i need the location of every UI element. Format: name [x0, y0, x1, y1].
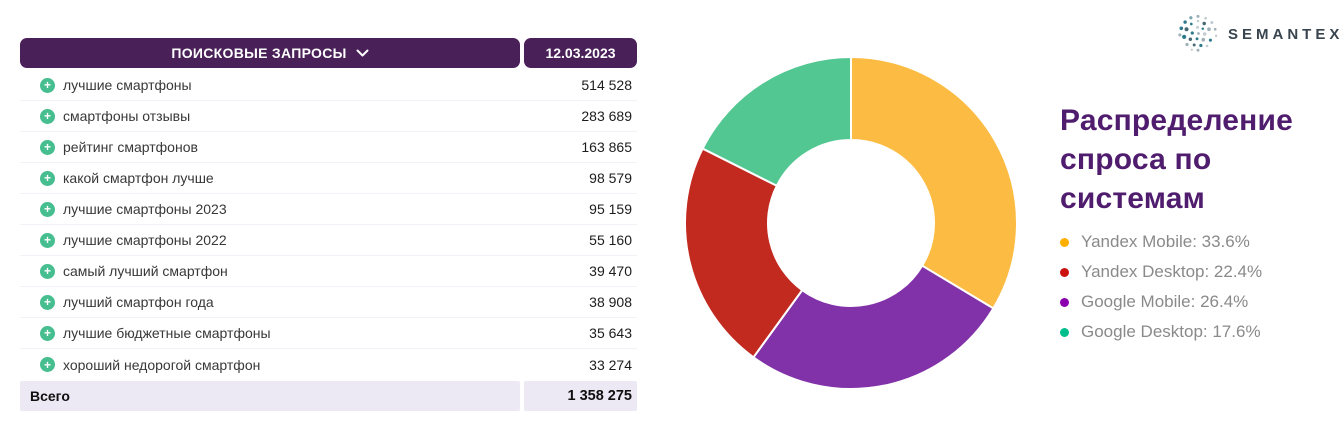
query-label: лучшие бюджетные смартфоны — [63, 325, 271, 341]
legend-label: Yandex Desktop: 22.4% — [1081, 262, 1263, 281]
query-label: лучшие смартфоны 2022 — [63, 232, 227, 248]
legend-dot-icon — [1060, 267, 1069, 277]
query-value: 163 865 — [581, 139, 632, 155]
donut-chart-area — [683, 55, 1019, 391]
query-value: 514 528 — [581, 77, 632, 93]
table-header-row: ПОИСКОВЫЕ ЗАПРОСЫ 12.03.2023 — [20, 38, 637, 68]
table-row: + хороший недорогой смартфон 33 274 — [20, 349, 637, 380]
query-label: лучший смартфон года — [63, 294, 214, 310]
donut-chart — [684, 56, 1018, 390]
table-row: + какой смартфон лучше 98 579 — [20, 163, 637, 194]
total-value: 1 358 275 — [524, 381, 637, 411]
total-label: Всего — [20, 381, 520, 411]
semantex-logo: SEMANTEX — [1177, 13, 1343, 55]
expand-plus-icon[interactable]: + — [40, 201, 55, 217]
date-column-header: 12.03.2023 — [524, 38, 637, 68]
query-value: 283 689 — [581, 108, 632, 124]
query-value: 98 579 — [589, 170, 632, 186]
queries-column-label: ПОИСКОВЫЕ ЗАПРОСЫ — [171, 45, 347, 61]
table-row: + лучшие смартфоны 514 528 — [20, 70, 637, 101]
date-label: 12.03.2023 — [545, 45, 616, 61]
expand-plus-icon[interactable]: + — [40, 294, 55, 310]
table-row: + лучшие смартфоны 2022 55 160 — [20, 225, 637, 256]
donut-slice-google-mobile — [752, 264, 995, 390]
chart-title: Распределение спроса по системам — [1060, 104, 1294, 215]
legend-item: Google Mobile: 26.4% — [1060, 287, 1322, 317]
expand-plus-icon[interactable]: + — [40, 108, 55, 124]
expand-plus-icon[interactable]: + — [40, 263, 55, 279]
table-rows: + лучшие смартфоны 514 528 + смартфоны отзыв… — [20, 70, 637, 380]
query-value: 39 470 — [589, 263, 632, 279]
table-row: + самый лучший смартфон 39 470 — [20, 256, 637, 287]
donut-slice-google-desktop — [701, 56, 852, 187]
legend-label: Google Desktop: 17.6% — [1081, 322, 1261, 341]
legend-dot-icon — [1060, 237, 1069, 247]
semantex-logo-icon — [1178, 14, 1218, 52]
legend-label: Google Mobile: 26.4% — [1081, 292, 1249, 311]
queries-column-header[interactable]: ПОИСКОВЫЕ ЗАПРОСЫ — [20, 38, 520, 68]
chart-info: Распределение спроса по системам Yandex … — [1060, 101, 1322, 347]
legend-item: Yandex Desktop: 22.4% — [1060, 257, 1322, 287]
table-row: + рейтинг смартфонов 163 865 — [20, 132, 637, 163]
query-label: хороший недорогой смартфон — [63, 356, 261, 373]
donut-slice-yandex-mobile — [850, 56, 1018, 310]
logo-text: SEMANTEX — [1228, 25, 1344, 43]
query-label: какой смартфон лучше — [63, 170, 214, 186]
query-label: рейтинг смартфонов — [63, 139, 198, 155]
query-value: 38 908 — [589, 294, 632, 310]
query-label: самый лучший смартфон — [63, 263, 228, 279]
expand-plus-icon[interactable]: + — [40, 170, 55, 186]
total-row: Всего 1 358 275 — [20, 381, 637, 411]
table-row: + смартфоны отзывы 283 689 — [20, 101, 637, 132]
query-value: 55 160 — [589, 232, 632, 248]
search-queries-table: ПОИСКОВЫЕ ЗАПРОСЫ 12.03.2023 + лучшие сма… — [20, 38, 637, 411]
chevron-down-icon — [356, 49, 369, 57]
query-label: лучшие смартфоны — [63, 77, 192, 93]
query-value: 35 643 — [589, 325, 632, 341]
legend-item: Yandex Mobile: 33.6% — [1060, 227, 1322, 257]
legend-dot-icon — [1060, 297, 1069, 307]
query-value: 33 274 — [589, 356, 632, 373]
query-label: смартфоны отзывы — [63, 108, 191, 124]
expand-plus-icon[interactable]: + — [40, 139, 55, 155]
query-value: 95 159 — [589, 201, 632, 217]
expand-plus-icon[interactable]: + — [40, 77, 55, 93]
table-row: + лучшие бюджетные смартфоны 35 643 — [20, 318, 637, 349]
legend-label: Yandex Mobile: 33.6% — [1081, 232, 1250, 251]
table-row: + лучший смартфон года 38 908 — [20, 287, 637, 318]
expand-plus-icon[interactable]: + — [40, 325, 55, 341]
legend-item: Google Desktop: 17.6% — [1060, 317, 1322, 347]
query-label: лучшие смартфоны 2023 — [63, 201, 227, 217]
chart-legend: Yandex Mobile: 33.6% Yandex Desktop: 22.4… — [1060, 227, 1322, 347]
expand-plus-icon[interactable]: + — [40, 232, 55, 248]
table-row: + лучшие смартфоны 2023 95 159 — [20, 194, 637, 225]
expand-plus-icon[interactable]: + — [40, 357, 55, 372]
donut-slice-yandex-desktop — [684, 147, 804, 359]
legend-dot-icon — [1060, 327, 1069, 337]
